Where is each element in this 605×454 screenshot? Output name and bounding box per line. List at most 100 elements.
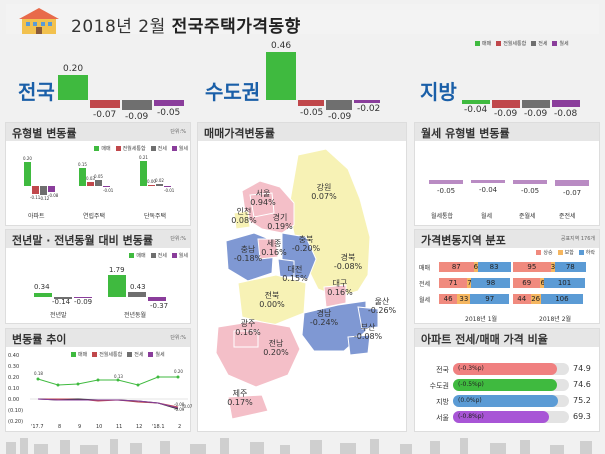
distribution-panel: 가격변동지역 분포 공표지역 176개 상승 보합 하락 매매 87 6 83 95 3 78 전세… [414, 229, 600, 324]
type-bar [148, 185, 155, 186]
type-bar [24, 162, 31, 186]
summary-value: -0.09 [524, 109, 548, 119]
type-bar [140, 161, 147, 186]
unit-label: 단위:% [170, 335, 186, 341]
yoy-value: 0.43 [130, 283, 146, 291]
type-value: -0.01 [103, 188, 114, 193]
y-tick: (0.10) [8, 408, 24, 414]
trend-lines [30, 375, 188, 410]
region-label: 강원 0.07% [311, 183, 337, 201]
region-label: 부산 -0.08% [353, 323, 383, 341]
type-category: 연립주택 [83, 213, 106, 220]
trend-label: -0.07 [182, 404, 193, 409]
apt-ratio-bar: (-0.3%p) [453, 363, 558, 375]
monthly-value: -0.05 [437, 187, 456, 195]
distribution-segment: 26 [530, 294, 541, 304]
map-panel: 매매가격변동률 서울 0.94% 인천 0.08% 경기 0.19% 강원 0.07% … [197, 122, 407, 432]
x-tick: 9 [78, 424, 82, 430]
distribution-segment: 46 [439, 294, 458, 304]
distribution-segment: 101 [544, 278, 585, 288]
trend-legend: 매매 전월세통합 전세 월세 [66, 351, 165, 358]
summary-bar-sale [462, 100, 490, 104]
summary-value: -0.08 [554, 109, 578, 119]
summary-bar-jeonse-monthly [90, 100, 120, 108]
region-label: 경기 0.19% [267, 213, 293, 231]
summary-bar-jeonse-monthly [492, 100, 520, 108]
x-tick: 12 [136, 424, 143, 430]
yoy-bar [74, 297, 92, 298]
yoy-value: 0.34 [34, 283, 50, 291]
monthly-bar [429, 180, 463, 184]
period-label: 2018년 1월 [465, 316, 498, 323]
panel-title: 유형별 변동률 [12, 127, 77, 140]
yoy-category: 전년동월 [124, 312, 147, 319]
apt-ratio-value: 74.6 [573, 380, 591, 389]
type-value: -0.12 [39, 196, 50, 201]
region-label: 경남 -0.24% [309, 309, 339, 327]
unit-label: 단위:% [170, 236, 186, 242]
monthly-value: -0.04 [479, 186, 498, 194]
distribution-segment: 69 [513, 278, 541, 288]
apt-row-label: 서울 [436, 414, 449, 422]
type-bar [40, 186, 47, 195]
region-label: 경북 -0.08% [333, 253, 363, 271]
region-label: 세종 0.16% [261, 239, 287, 257]
distribution-row-label: 월세 [419, 297, 431, 304]
type-bar [87, 182, 94, 186]
summary-value: -0.09 [494, 109, 518, 119]
summary-value: -0.09 [125, 112, 149, 122]
panel-title: 전년말 · 전년동월 대비 변동률 [12, 234, 153, 247]
apt-ratio-value: 69.3 [573, 412, 591, 421]
region-label: 대구 0.16% [327, 279, 353, 297]
apt-row-label: 지방 [436, 398, 449, 406]
trend-panel: 변동률 추이 단위:% 매매 전월세통합 전세 월세 0.40 0.30 0.20 0.… [5, 328, 193, 432]
type-value: 0.15 [78, 162, 87, 167]
yoy-value: -0.09 [74, 298, 93, 306]
summary-legend: 매매 전월세통합 전세 월세 [470, 40, 569, 47]
panel-title: 월세 유형별 변동률 [421, 127, 510, 140]
y-tick: 0.40 [8, 353, 20, 359]
distribution-row-label: 매매 [419, 265, 431, 272]
x-tick: '18.1 [152, 424, 165, 430]
distribution-segment: 83 [477, 262, 511, 272]
title-bar: 2018년 2월 전국주택가격동향 [6, 4, 599, 37]
distribution-segment: 106 [540, 294, 583, 304]
apt-ratio-bar: (-0.8%p) [453, 411, 550, 423]
yoy-bar [108, 275, 126, 297]
region-label: 충남 -0.18% [233, 245, 263, 263]
trend-label: 0.13 [114, 374, 123, 379]
apt-ratio-panel: 아파트 전세/매매 가격 비율 전국 (-0.3%p) 74.9 수도권 (-0.5%p… [414, 328, 600, 432]
type-value: -0.08 [48, 193, 59, 198]
y-tick: 0.30 [8, 364, 20, 370]
distribution-segment: 87 [439, 262, 474, 272]
summary-group-label: 지방 [420, 80, 457, 104]
yoy-bar [54, 297, 72, 299]
distribution-segment: 3 [550, 262, 555, 272]
apt-ratio-value: 75.2 [573, 396, 591, 405]
summary-value: 0.20 [63, 64, 84, 74]
summary-bar-jeonse [522, 100, 550, 108]
distribution-segment: 44 [513, 294, 531, 304]
apt-ratio-value: 74.9 [573, 364, 591, 373]
summary-value: -0.09 [328, 112, 352, 122]
type-bar [79, 168, 86, 186]
monthly-category: 준월세 [519, 213, 536, 220]
distribution-legend: 상승 보합 하락 [531, 249, 595, 256]
monthly-category: 월세 [481, 213, 493, 220]
type-change-panel: 유형별 변동률 단위:% 매매 전월세통합 전세 월세 0.20 -0.11 -0.12… [5, 122, 191, 226]
x-tick: 11 [116, 424, 123, 430]
korea-map [215, 148, 379, 420]
apt-row-label: 수도권 [429, 382, 449, 390]
summary-bar-jeonse [326, 100, 352, 110]
region-label: 인천 0.08% [231, 207, 257, 225]
region-label: 제주 0.17% [227, 389, 253, 407]
summary-value: -0.05 [157, 108, 181, 118]
type-category: 단독주택 [144, 213, 167, 220]
panel-title: 가격변동지역 분포 [421, 234, 506, 247]
trend-label: -0.09 [174, 407, 185, 412]
y-tick: 0.20 [8, 375, 20, 381]
distribution-segment: 98 [471, 278, 511, 288]
distribution-row-label: 전세 [419, 281, 431, 288]
summary-value: -0.02 [357, 104, 381, 114]
panel-title: 변동률 추이 [12, 333, 67, 346]
